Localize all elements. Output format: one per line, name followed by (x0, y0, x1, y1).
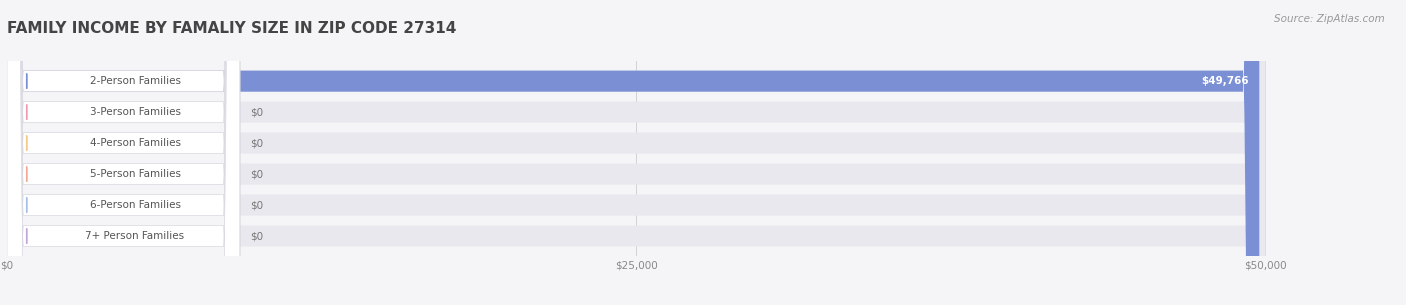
Text: $49,766: $49,766 (1202, 76, 1249, 86)
Text: $0: $0 (250, 169, 263, 179)
Text: 2-Person Families: 2-Person Families (90, 76, 180, 86)
Text: 6-Person Families: 6-Person Families (90, 200, 180, 210)
Text: $0: $0 (250, 138, 263, 148)
FancyBboxPatch shape (7, 0, 240, 305)
Text: 3-Person Families: 3-Person Families (90, 107, 180, 117)
Text: $0: $0 (250, 107, 263, 117)
Text: $0: $0 (250, 200, 263, 210)
FancyBboxPatch shape (7, 0, 240, 305)
FancyBboxPatch shape (7, 0, 1265, 305)
FancyBboxPatch shape (7, 0, 240, 305)
FancyBboxPatch shape (7, 0, 240, 305)
Text: Source: ZipAtlas.com: Source: ZipAtlas.com (1274, 14, 1385, 24)
Text: $0: $0 (250, 231, 263, 241)
FancyBboxPatch shape (7, 0, 240, 305)
Text: 4-Person Families: 4-Person Families (90, 138, 180, 148)
FancyBboxPatch shape (7, 0, 1265, 305)
Text: 5-Person Families: 5-Person Families (90, 169, 180, 179)
Text: FAMILY INCOME BY FAMALIY SIZE IN ZIP CODE 27314: FAMILY INCOME BY FAMALIY SIZE IN ZIP COD… (7, 21, 457, 36)
FancyBboxPatch shape (7, 0, 1260, 305)
Text: 7+ Person Families: 7+ Person Families (86, 231, 184, 241)
FancyBboxPatch shape (7, 0, 1265, 305)
FancyBboxPatch shape (7, 0, 1265, 305)
FancyBboxPatch shape (7, 0, 1265, 305)
FancyBboxPatch shape (7, 0, 240, 305)
FancyBboxPatch shape (7, 0, 1265, 305)
